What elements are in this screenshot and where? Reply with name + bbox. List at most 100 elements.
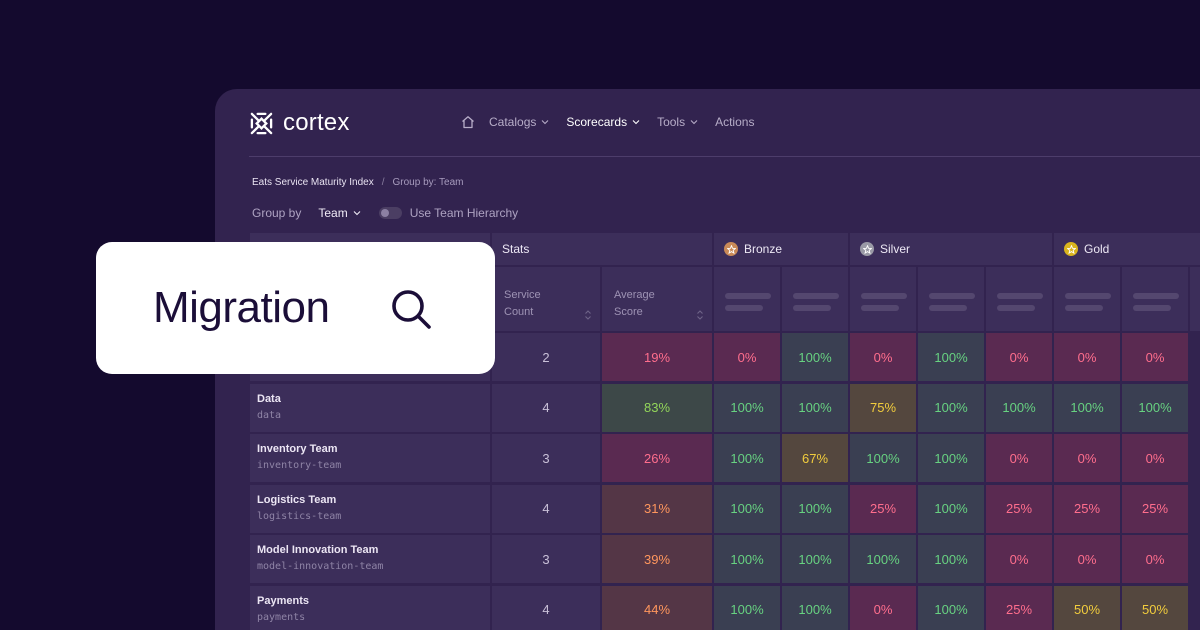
score-cell[interactable]: 100% <box>714 434 780 482</box>
average-score-cell[interactable]: 83% <box>602 383 712 432</box>
score-cell[interactable]: 25% <box>1122 484 1188 533</box>
team-row-header[interactable]: Model Innovation Team model-innovation-te… <box>250 535 490 583</box>
stat-header-average-score[interactable]: Average Score <box>602 267 712 331</box>
score-cell[interactable]: 100% <box>918 585 984 630</box>
score-cell[interactable]: 25% <box>986 585 1052 630</box>
service-count-cell: 4 <box>492 383 600 432</box>
score-cell[interactable]: 25% <box>850 484 916 533</box>
score-cell[interactable]: 100% <box>782 383 848 432</box>
group-header-label: Gold <box>1084 242 1110 256</box>
score-cell[interactable]: 0% <box>986 333 1052 381</box>
score-cell[interactable]: 100% <box>850 535 916 583</box>
score-cell[interactable]: 50% <box>1122 585 1188 630</box>
score-cell[interactable]: 25% <box>1054 484 1120 533</box>
brand-name: cortex <box>283 109 350 136</box>
bronze-medal-icon <box>724 242 738 256</box>
group-by-label: Group by <box>252 206 302 220</box>
top-navigation-bar: cortex Catalogs Scorecards Tools Actions <box>215 89 1200 157</box>
score-cell[interactable]: 0% <box>1054 535 1120 583</box>
score-cell[interactable]: 67% <box>782 434 848 482</box>
group-header-stats[interactable]: Stats <box>492 233 712 265</box>
score-cell[interactable]: 100% <box>782 333 848 381</box>
score-cell[interactable]: 0% <box>1054 333 1120 381</box>
stat-header-label: Average Score <box>614 289 655 318</box>
cortex-logo[interactable]: cortex <box>249 109 350 137</box>
score-cell[interactable]: 75% <box>850 383 916 432</box>
average-score-cell[interactable]: 26% <box>602 434 712 482</box>
group-header-bronze[interactable]: Bronze <box>714 233 848 265</box>
placeholder-bar <box>861 305 899 311</box>
placeholder-bar <box>1133 293 1179 299</box>
sort-icon[interactable] <box>696 309 704 321</box>
team-name: Model Innovation Team <box>257 544 379 556</box>
nav-item-actions[interactable]: Actions <box>715 115 754 129</box>
nav-item-label: Actions <box>715 115 755 129</box>
team-row-header[interactable]: Payments payments <box>250 585 490 630</box>
score-cell[interactable]: 0% <box>714 333 780 381</box>
chevron-down-icon <box>353 211 361 216</box>
placeholder-bar <box>929 305 967 311</box>
service-count-cell: 4 <box>492 484 600 533</box>
average-score-cell[interactable]: 31% <box>602 484 712 533</box>
service-count-cell: 2 <box>492 333 600 381</box>
score-cell[interactable]: 100% <box>850 434 916 482</box>
score-cell[interactable]: 100% <box>714 484 780 533</box>
score-cell[interactable]: 100% <box>918 333 984 381</box>
group-header-label: Stats <box>502 242 530 256</box>
score-cell[interactable]: 0% <box>1122 434 1188 482</box>
rule-header-placeholder <box>782 267 848 331</box>
average-score-cell[interactable]: 19% <box>602 333 712 381</box>
breadcrumb-groupby: Group by: Team <box>392 177 464 188</box>
score-cell[interactable]: 0% <box>1122 333 1188 381</box>
score-cell[interactable]: 100% <box>714 383 780 432</box>
score-cell[interactable]: 0% <box>1122 535 1188 583</box>
score-cell[interactable]: 0% <box>986 535 1052 583</box>
group-by-select[interactable]: Team <box>318 206 361 220</box>
search-icon[interactable] <box>389 287 433 331</box>
score-cell[interactable]: 25% <box>986 484 1052 533</box>
group-header-gold[interactable]: Gold <box>1054 233 1200 265</box>
search-query-text: Migration <box>153 283 330 332</box>
score-cell[interactable]: 0% <box>850 333 916 381</box>
nav-item-label: Catalogs <box>489 115 537 129</box>
team-row-header[interactable]: Logistics Team logistics-team <box>250 484 490 533</box>
score-cell[interactable]: 100% <box>918 434 984 482</box>
score-cell[interactable]: 100% <box>918 535 984 583</box>
score-cell[interactable]: 100% <box>986 383 1052 432</box>
stat-header-label: Service Count <box>504 289 541 318</box>
team-row-header[interactable]: Inventory Team inventory-team <box>250 434 490 482</box>
team-hierarchy-toggle[interactable] <box>378 207 402 219</box>
breadcrumb: Eats Service Maturity Index / Group by: … <box>252 177 463 188</box>
group-header-silver[interactable]: Silver <box>850 233 1052 265</box>
team-name: Logistics Team <box>257 493 337 506</box>
average-score-cell[interactable]: 44% <box>602 585 712 630</box>
nav-item-catalogs[interactable]: Catalogs <box>489 115 549 129</box>
nav-item-scorecards[interactable]: Scorecards <box>566 115 640 129</box>
main-nav: Catalogs Scorecards Tools Actions <box>461 115 771 129</box>
score-cell[interactable]: 100% <box>918 484 984 533</box>
team-slug: data <box>257 409 282 421</box>
score-cell[interactable]: 100% <box>782 585 848 630</box>
score-cell[interactable]: 50% <box>1054 585 1120 630</box>
score-cell[interactable]: 0% <box>850 585 916 630</box>
team-name: Inventory Team <box>257 443 338 455</box>
average-score-cell[interactable]: 39% <box>602 535 712 583</box>
score-cell[interactable]: 100% <box>1054 383 1120 432</box>
breadcrumb-scorecard[interactable]: Eats Service Maturity Index <box>252 177 374 188</box>
score-cell[interactable]: 100% <box>714 535 780 583</box>
group-header-label: Bronze <box>744 242 783 256</box>
score-cell[interactable]: 100% <box>782 535 848 583</box>
gold-medal-icon <box>1064 242 1078 256</box>
nav-item-tools[interactable]: Tools <box>657 115 698 129</box>
stat-header-service-count[interactable]: Service Count <box>492 267 600 331</box>
team-row-header[interactable]: Data data <box>250 383 490 432</box>
search-card[interactable]: Migration <box>96 242 495 374</box>
sort-icon[interactable] <box>584 309 592 321</box>
score-cell[interactable]: 100% <box>782 484 848 533</box>
score-cell[interactable]: 100% <box>714 585 780 630</box>
score-cell[interactable]: 0% <box>986 434 1052 482</box>
score-cell[interactable]: 0% <box>1054 434 1120 482</box>
score-cell[interactable]: 100% <box>918 383 984 432</box>
home-icon[interactable] <box>461 115 475 129</box>
score-cell[interactable]: 100% <box>1122 383 1188 432</box>
